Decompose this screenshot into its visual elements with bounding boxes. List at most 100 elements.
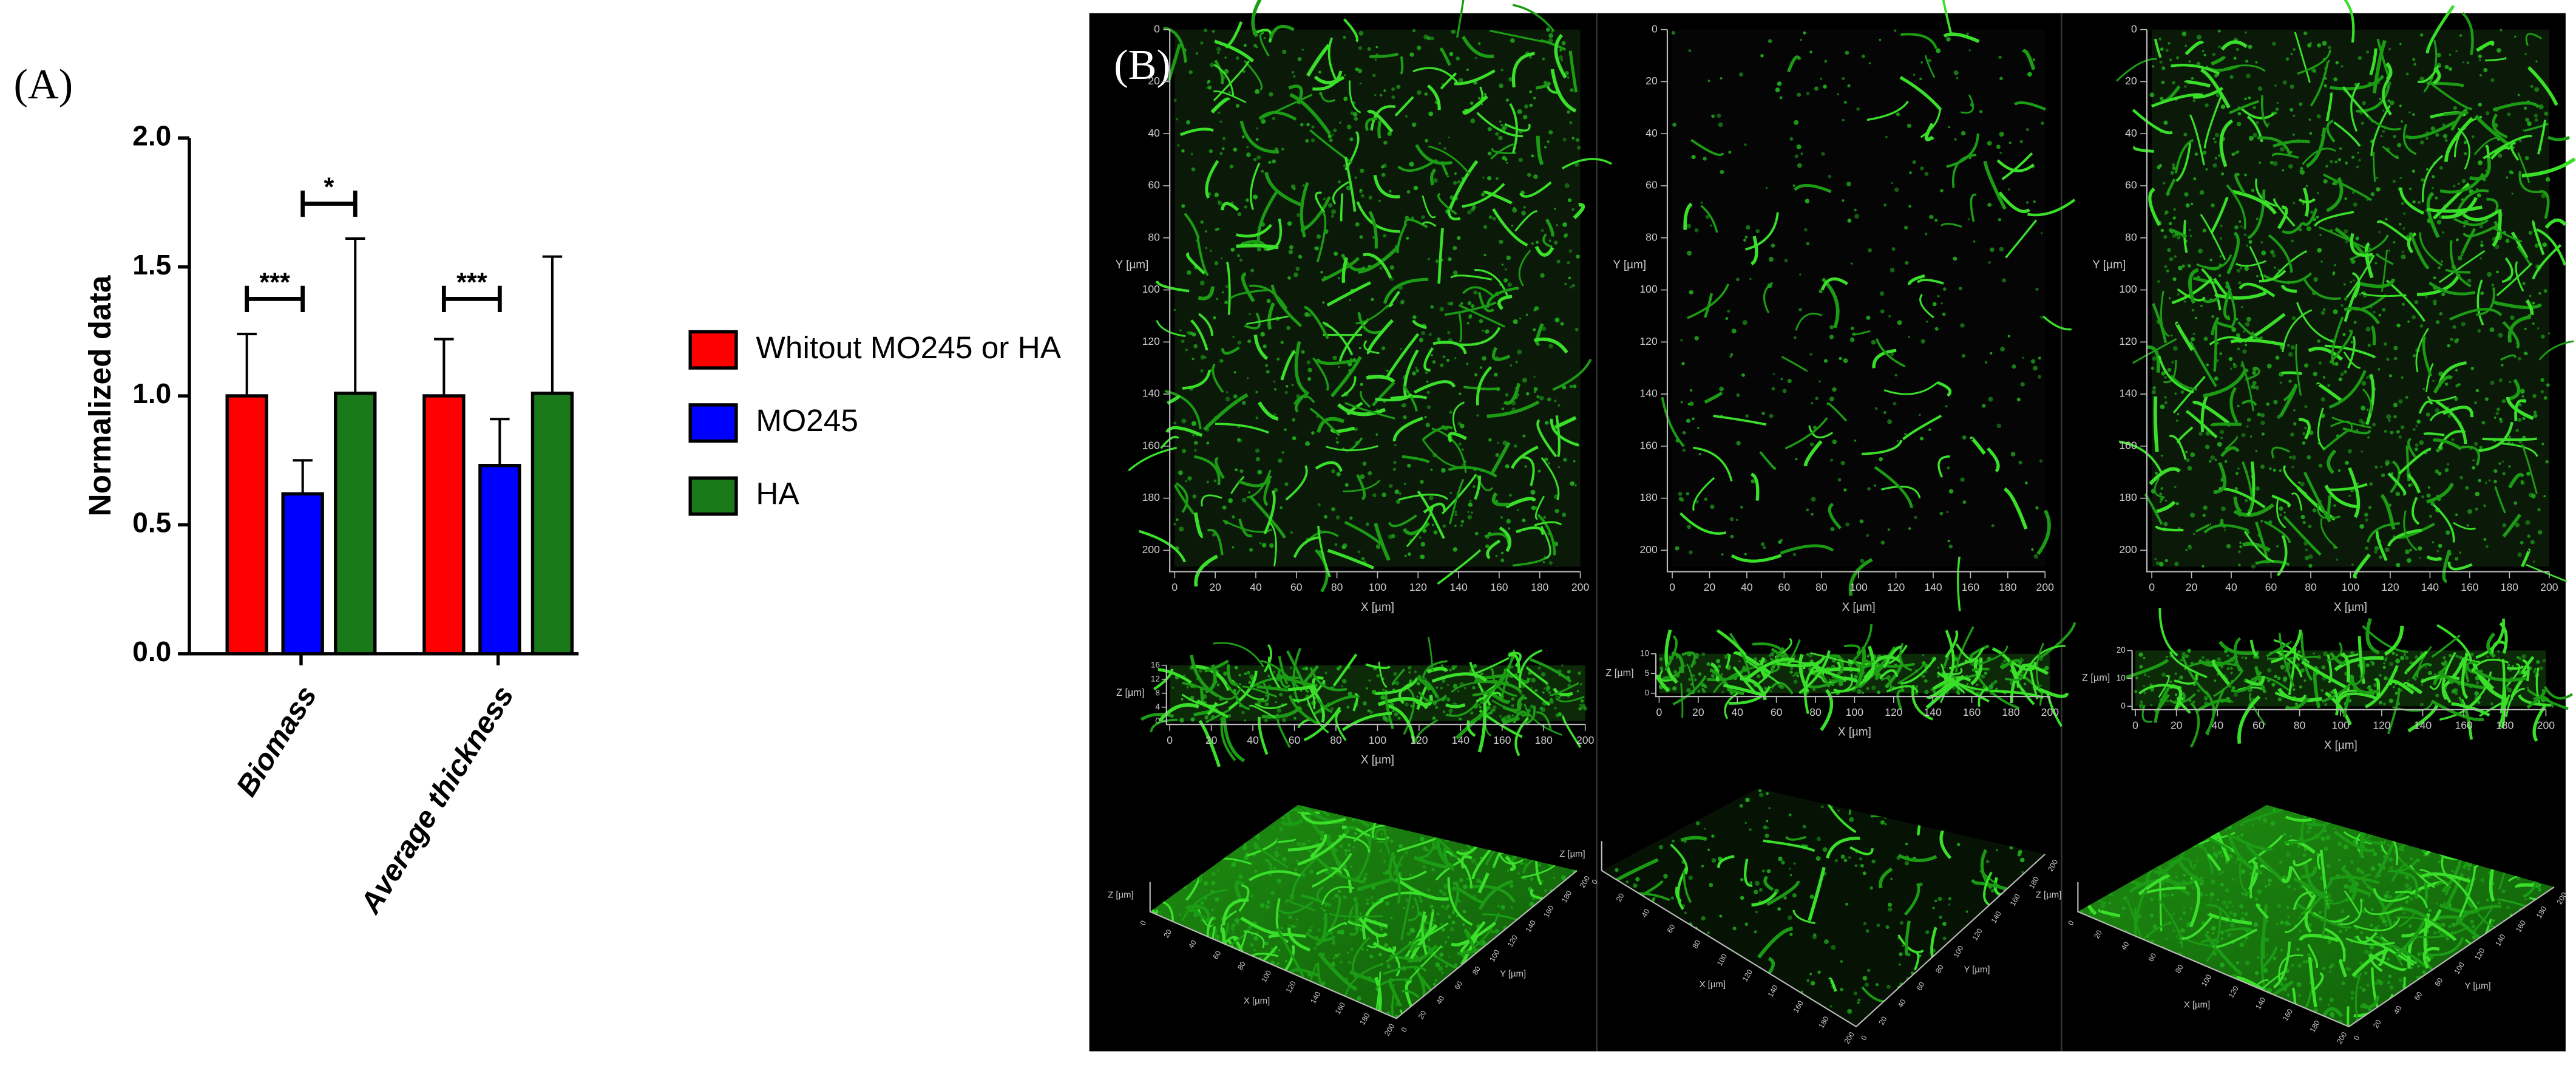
speck <box>1343 97 1348 101</box>
speck <box>1331 469 1335 474</box>
filament <box>1440 72 1457 90</box>
speck <box>2288 379 2292 383</box>
speck <box>1999 76 2003 81</box>
speck <box>1440 922 1443 925</box>
speck <box>1960 323 1965 328</box>
speck <box>1480 672 1483 676</box>
speck <box>1554 318 1560 323</box>
bar <box>334 392 377 656</box>
speck <box>2168 297 2171 299</box>
speck <box>1904 432 1907 435</box>
speck <box>1920 339 1925 344</box>
speck <box>2220 237 2223 240</box>
speck <box>1292 418 1296 422</box>
speck <box>2393 403 2398 407</box>
speck <box>1966 32 1969 36</box>
speck <box>2272 41 2276 46</box>
speck <box>1965 910 1968 913</box>
speck <box>1939 511 1944 515</box>
speck <box>1940 302 1943 305</box>
x-tick-label: 20 <box>1704 581 1716 593</box>
speck <box>1176 518 1179 522</box>
speck <box>1432 523 1434 526</box>
speck <box>1235 468 1238 472</box>
speck <box>1472 685 1476 690</box>
speck <box>2455 369 2458 372</box>
speck <box>1940 189 1944 192</box>
speck <box>1968 49 1971 52</box>
speck <box>1527 172 1531 177</box>
speck <box>1460 524 1463 527</box>
speck <box>1821 152 1825 156</box>
speck <box>1689 290 1693 295</box>
speck <box>2255 386 2259 390</box>
filament <box>1568 50 1578 93</box>
speck <box>2452 438 2455 441</box>
speck <box>1800 38 1803 41</box>
speck <box>1344 848 1348 852</box>
speck <box>2436 220 2442 225</box>
speck <box>1430 305 1434 309</box>
speck <box>2393 241 2396 244</box>
speck <box>1789 933 1793 936</box>
speck <box>1386 964 1391 968</box>
speck <box>1267 675 1271 678</box>
speck <box>1792 552 1797 557</box>
speck <box>2241 433 2246 438</box>
speck <box>1452 684 1458 688</box>
speck <box>1922 654 1925 656</box>
speck <box>1383 872 1385 874</box>
x-tick-label: 40 <box>1250 581 1262 593</box>
speck <box>1686 223 1692 229</box>
speck <box>1979 109 1983 114</box>
speck <box>1720 169 1724 174</box>
speck <box>1718 122 1723 127</box>
speck <box>1215 897 1219 902</box>
filament <box>1445 703 1466 709</box>
speck <box>1729 517 1734 522</box>
speck <box>1524 696 1528 700</box>
speck <box>2361 381 2367 386</box>
speck <box>2291 239 2294 243</box>
speck <box>1363 877 1368 881</box>
speck <box>1260 332 1265 337</box>
speck <box>1259 542 1262 545</box>
filament <box>1327 549 1375 570</box>
speck <box>1307 367 1312 373</box>
y-axis-title: Y [µm] <box>1116 259 1149 271</box>
speck <box>2304 405 2308 409</box>
speck <box>2436 549 2439 552</box>
speck <box>2528 231 2533 235</box>
speck <box>1780 377 1783 381</box>
speck <box>1487 151 1492 156</box>
speck <box>2488 479 2491 481</box>
filament <box>1561 158 1613 169</box>
filament <box>1402 522 1430 536</box>
speck <box>2367 436 2370 439</box>
speck <box>1690 389 1693 392</box>
speck <box>1512 208 1517 213</box>
filament <box>1536 81 1551 90</box>
speck <box>1218 112 1221 115</box>
speck <box>2493 480 2497 484</box>
speck <box>1763 825 1768 830</box>
y-tick-label: 0 <box>2131 22 2137 35</box>
speck <box>2275 107 2279 111</box>
x-axis-title: X [µm] <box>1842 601 1876 614</box>
speck <box>2174 485 2177 488</box>
speck <box>1854 440 1857 442</box>
filament <box>1412 319 1427 330</box>
speck <box>2405 395 2408 399</box>
speck <box>1542 691 1545 694</box>
speck <box>1354 831 1358 835</box>
speck <box>1301 49 1304 51</box>
filament <box>1437 228 1444 284</box>
speck <box>1296 213 1301 217</box>
speck <box>1265 364 1268 367</box>
speck <box>2221 506 2226 511</box>
speck <box>1998 218 2002 222</box>
speck <box>2340 65 2344 68</box>
speck <box>1371 298 1374 302</box>
filament <box>1288 84 1303 105</box>
filament <box>1492 208 1528 247</box>
